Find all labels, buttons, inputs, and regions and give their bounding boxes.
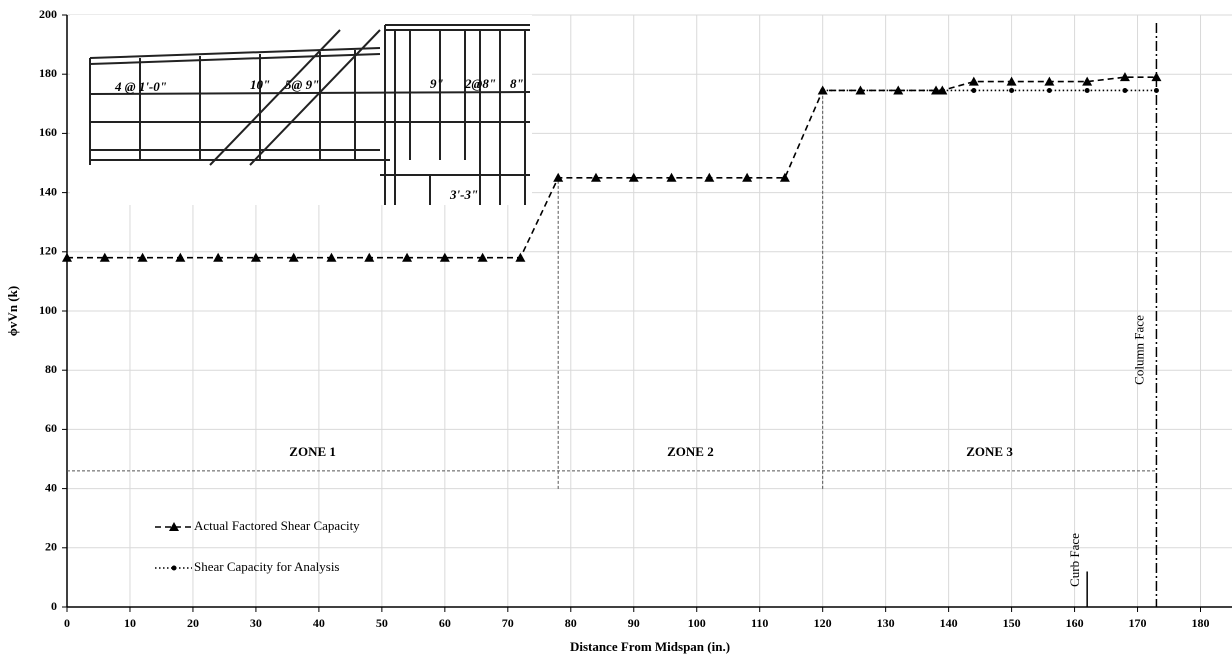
marker: [969, 77, 979, 86]
y-tick-label: 180: [39, 66, 57, 80]
y-tick-label: 200: [39, 7, 57, 21]
x-tick-label: 180: [1192, 616, 1210, 630]
y-tick-label: 60: [45, 421, 57, 435]
x-axis-label: Distance From Midspan (in.): [570, 639, 730, 654]
marker: [1154, 88, 1159, 93]
legend-label: Actual Factored Shear Capacity: [194, 518, 360, 533]
y-tick-label: 40: [45, 480, 57, 494]
x-tick-label: 120: [814, 616, 832, 630]
x-tick-label: 80: [565, 616, 577, 630]
x-tick-label: 140: [940, 616, 958, 630]
column-face-label: Column Face: [1131, 315, 1146, 385]
marker: [515, 253, 525, 262]
x-tick-label: 50: [376, 616, 388, 630]
inset-label: 8": [510, 76, 524, 91]
x-tick-label: 30: [250, 616, 262, 630]
inset-drawing: 4 @ 1'-0" 10" 5@ 9" 9" 2@8" 8" 3'-3": [70, 15, 532, 205]
inset-label: 4 @ 1'-0": [114, 79, 167, 94]
marker: [172, 566, 177, 571]
marker: [704, 173, 714, 182]
chart: Distance From Midspan (in.) ϕvVn (k) 0 20…: [0, 0, 1232, 659]
marker: [818, 85, 828, 94]
marker: [1085, 88, 1090, 93]
inset-label: 2@8": [464, 76, 496, 91]
x-tick-label: 40: [313, 616, 325, 630]
x-tick-label: 110: [751, 616, 768, 630]
x-tick-label: 130: [877, 616, 895, 630]
y-tick-label: 20: [45, 540, 57, 554]
marker: [175, 253, 185, 262]
legend-label: Shear Capacity for Analysis: [194, 559, 340, 574]
marker: [1047, 88, 1052, 93]
x-tick-label: 100: [688, 616, 706, 630]
y-tick-label: 120: [39, 244, 57, 258]
zone-label: ZONE 1: [289, 444, 336, 459]
x-tick-label: 0: [64, 616, 70, 630]
x-tick-label: 60: [439, 616, 451, 630]
x-tick-label: 170: [1129, 616, 1147, 630]
x-tick-label: 150: [1003, 616, 1021, 630]
inset-label: 10": [250, 77, 270, 92]
y-tick-label: 140: [39, 184, 57, 198]
y-tick-label: 160: [39, 125, 57, 139]
zone-label: ZONE 2: [667, 444, 714, 459]
x-tick-label: 20: [187, 616, 199, 630]
marker: [1009, 88, 1014, 93]
y-axis-label: ϕvVn (k): [5, 286, 20, 336]
inset-label: 3'-3": [449, 187, 478, 202]
y-tick-label: 100: [39, 303, 57, 317]
x-tick-label: 10: [124, 616, 136, 630]
x-tick-label: 90: [628, 616, 640, 630]
y-tick-label: 0: [51, 599, 57, 613]
y-tick-label: 80: [45, 362, 57, 376]
inset-label: 9": [430, 76, 444, 91]
marker: [971, 88, 976, 93]
curb-face-label: Curb Face: [1067, 533, 1082, 587]
zone-label: ZONE 3: [966, 444, 1013, 459]
x-tick-label: 160: [1066, 616, 1084, 630]
inset-label: 5@ 9": [285, 77, 319, 92]
marker: [1122, 88, 1127, 93]
x-tick-label: 70: [502, 616, 514, 630]
